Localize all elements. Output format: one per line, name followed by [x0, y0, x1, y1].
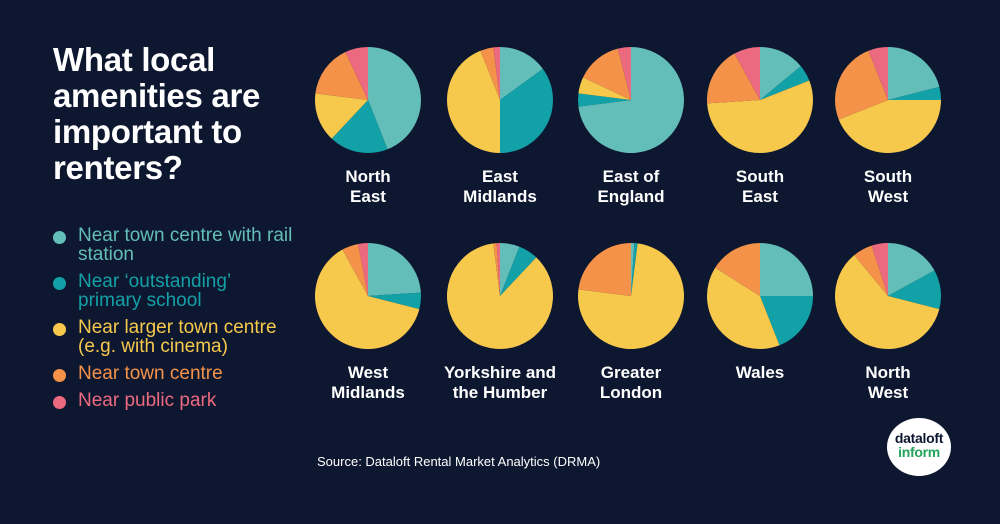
pie-slice-larger-town-centre: [707, 80, 813, 154]
pie-east-midlands: [447, 47, 554, 153]
pie-slice-outstanding-school: [500, 246, 537, 296]
pie-label-greater-london: Greater London: [599, 363, 663, 402]
pie-slice-rail-station: [888, 47, 940, 100]
legend-swatch-town-centre: [53, 369, 66, 382]
pie-slice-rail-station: [888, 243, 935, 296]
pie-slice-rail-station: [368, 243, 421, 296]
pie-slice-rail-station: [500, 243, 520, 296]
pie-label-yorkshire: Yorkshire and the Humber: [443, 363, 557, 402]
pie-slice-outstanding-school: [368, 292, 421, 310]
pie-slice-public-park: [358, 243, 368, 296]
pie-slice-rail-station: [760, 243, 813, 296]
pie-slice-town-centre: [493, 243, 500, 296]
pie-slice-town-centre: [342, 243, 368, 296]
legend: Near town centre with rail station Near …: [53, 226, 293, 418]
legend-label: Near larger town centre (e.g. with cinem…: [78, 317, 277, 357]
pie-slice-outstanding-school: [500, 68, 554, 153]
page-title: What local amenities are important to re…: [53, 41, 261, 186]
pie-slice-larger-town-centre: [314, 249, 420, 349]
pie-slice-town-centre: [578, 242, 631, 296]
pie-slice-rail-station: [368, 47, 421, 150]
pie-north-west: [835, 243, 941, 350]
pie-slice-town-centre: [854, 245, 888, 296]
legend-item-outstanding-school: Near ‘outstanding’ primary school: [53, 272, 293, 310]
pie-slice-outstanding-school: [760, 66, 810, 100]
legend-item-town-centre: Near town centre: [53, 364, 293, 383]
pie-west-midlands: [314, 243, 421, 349]
pie-slice-outstanding-school: [888, 270, 941, 310]
pie-slice-public-park: [617, 47, 631, 100]
pie-slice-town-centre: [707, 53, 760, 104]
pie-slice-town-centre: [315, 52, 368, 100]
pie-slice-larger-town-centre: [835, 255, 940, 350]
legend-label: Near public park: [78, 390, 217, 411]
pie-slice-larger-town-centre: [447, 243, 553, 350]
legend-label: Near ‘outstanding’ primary school: [78, 271, 231, 311]
legend-item-larger-town-centre: Near larger town centre (e.g. with cinem…: [53, 318, 293, 356]
pie-slice-outstanding-school: [888, 86, 941, 100]
pie-slice-larger-town-centre: [315, 93, 368, 139]
pie-north-east: [315, 47, 421, 153]
pie-slice-rail-station: [500, 47, 543, 100]
pie-slice-rail-station: [578, 47, 684, 153]
pie-slice-public-park: [496, 243, 500, 296]
legend-label: Near town centre: [78, 363, 223, 384]
pie-label-south-west: South West: [863, 167, 913, 206]
pie-east-of-england: [578, 47, 684, 153]
legend-label: Near town centre with rail station: [78, 225, 293, 265]
pie-south-west: [835, 47, 941, 153]
pie-slice-larger-town-centre: [706, 267, 780, 350]
pie-label-north-west: North West: [865, 363, 911, 402]
pie-slice-town-centre: [583, 48, 631, 100]
pie-slice-outstanding-school: [578, 93, 631, 107]
source-note: Source: Dataloft Rental Market Analytics…: [317, 454, 601, 469]
pie-slice-public-park: [345, 47, 368, 100]
pie-slice-outstanding-school: [331, 100, 388, 153]
pie-slice-larger-town-centre: [447, 50, 500, 153]
legend-swatch-rail-station: [53, 231, 66, 244]
legend-swatch-outstanding-school: [53, 277, 66, 290]
pie-slice-town-centre: [715, 243, 760, 296]
pie-wales: [706, 243, 813, 350]
pie-yorkshire-and-the-humber: [447, 243, 553, 350]
logo-text-inform: inform: [898, 444, 940, 460]
pie-slice-larger-town-centre: [578, 243, 684, 349]
pie-slice-public-park: [734, 47, 760, 100]
pie-slice-public-park: [493, 47, 500, 100]
pie-slice-larger-town-centre: [838, 100, 941, 153]
logo-text-dataloft: dataloft: [894, 430, 944, 446]
pie-slice-outstanding-school: [631, 243, 638, 296]
pie-slice-rail-station: [760, 47, 801, 100]
pie-slice-town-centre: [480, 47, 500, 100]
pie-slice-public-park: [868, 47, 888, 100]
legend-item-rail-station: Near town centre with rail station: [53, 226, 293, 264]
pie-slice-rail-station: [631, 243, 635, 296]
pie-greater-london: [578, 242, 684, 349]
legend-swatch-public-park: [53, 396, 66, 409]
pie-label-east-of-england: East of England: [597, 167, 665, 206]
pie-label-east-midlands: East Midlands: [463, 167, 537, 206]
pie-slice-outstanding-school: [760, 296, 813, 346]
pie-slice-town-centre: [835, 50, 888, 120]
dataloft-logo: dataloft inform: [887, 418, 951, 476]
pie-label-north-east: North East: [345, 167, 391, 206]
pie-label-south-east: South East: [735, 167, 785, 206]
pie-label-wales: Wales: [735, 363, 785, 382]
pie-label-west-midlands: West Midlands: [331, 363, 405, 402]
pie-slice-larger-town-centre: [578, 77, 631, 100]
legend-swatch-larger-town-centre: [53, 323, 66, 336]
pie-south-east: [707, 47, 813, 154]
pie-slice-public-park: [871, 243, 888, 296]
legend-item-public-park: Near public park: [53, 391, 293, 410]
